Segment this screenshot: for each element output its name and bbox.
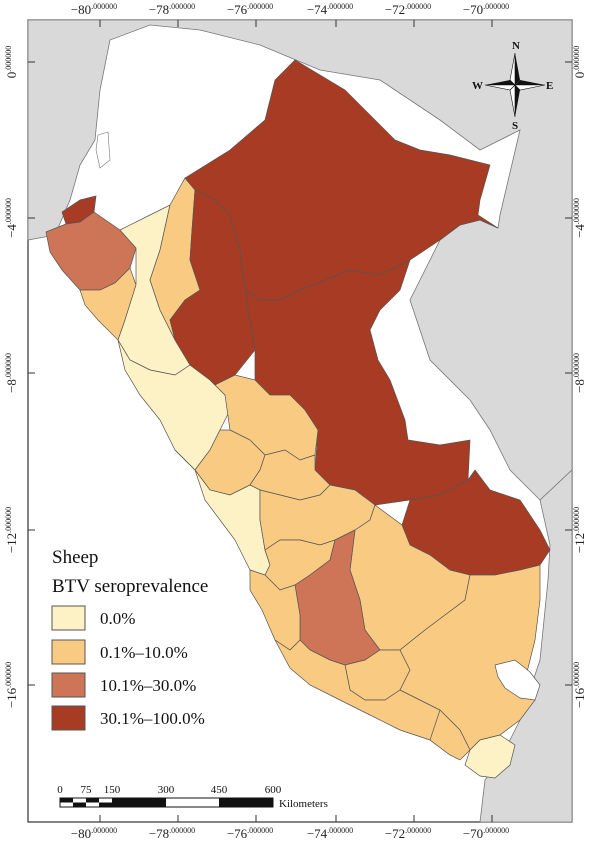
legend: Sheep BTV seroprevalence 0.0% 0.1%–10.0% 1…	[51, 547, 208, 731]
scale-label: 75	[81, 784, 93, 796]
legend-label: 0.0%	[100, 609, 135, 628]
coordinate-label: −70.000000	[463, 2, 509, 17]
coordinate-label: −4.000000	[4, 198, 19, 238]
coordinate-label: −12.000000	[572, 507, 587, 553]
compass-s: S	[512, 120, 518, 132]
region-tacna	[464, 734, 516, 779]
frame-ticks	[28, 20, 572, 822]
legend-title-line1: Sheep	[52, 547, 98, 568]
coordinate-label: −8.000000	[572, 353, 587, 393]
coordinate-label: −78.000000	[149, 826, 195, 841]
bottom-longitude-labels: −80.000000 −78.000000 −76.000000 −74.000000…	[71, 826, 509, 841]
region-ica	[249, 569, 301, 651]
lake-titicaca	[494, 659, 541, 701]
scale-label: 150	[104, 784, 121, 796]
coordinate-label: −70.000000	[463, 826, 509, 841]
left-latitude-labels: 0.000000 −4.000000 −8.000000 −12.000000 −16.…	[4, 46, 19, 708]
coordinate-label: 0.000000	[4, 46, 19, 79]
coordinate-label: −12.000000	[4, 507, 19, 553]
coordinate-label: −76.000000	[227, 826, 273, 841]
region-la-libertad	[117, 339, 231, 471]
coordinate-label: −16.000000	[4, 662, 19, 708]
coordinate-label: −16.000000	[572, 662, 587, 708]
legend-swatch	[51, 639, 86, 665]
region-moquegua	[429, 709, 471, 761]
compass-n: N	[512, 40, 520, 52]
coordinate-label: −4.000000	[572, 198, 587, 238]
scale-label: 0	[57, 784, 63, 796]
coordinate-label: −74.000000	[307, 2, 353, 17]
legend-label: 0.1%–10.0%	[100, 643, 188, 662]
coordinate-label: −80.000000	[71, 2, 117, 17]
coordinate-label: −74.000000	[307, 826, 353, 841]
scale-unit: Kilometers	[279, 798, 328, 810]
scale-label: 300	[158, 784, 175, 796]
top-longitude-labels: −80.000000 −78.000000 −76.000000 −74.000000…	[71, 2, 509, 17]
coordinate-label: −72.000000	[385, 826, 431, 841]
compass-e: E	[546, 80, 553, 92]
legend-swatch	[51, 605, 86, 631]
map-panel: N S E W Sheep BTV seroprevalence 0.0% 0.1…	[4, 2, 587, 841]
coordinate-label: −72.000000	[385, 2, 431, 17]
legend-label: 30.1%–100.0%	[100, 709, 205, 728]
scale-label: 600	[265, 784, 282, 796]
right-latitude-labels: 0.000000 −4.000000 −8.000000 −12.000000 −16.…	[572, 46, 587, 708]
legend-swatch	[51, 672, 86, 698]
coordinate-label: −8.000000	[4, 353, 19, 393]
coordinate-label: −80.000000	[71, 826, 117, 841]
legend-title-line2: BTV seroprevalence	[52, 576, 208, 597]
legend-swatch	[51, 705, 86, 731]
coordinate-label: 0.000000	[572, 46, 587, 79]
scale-bar: 0 75 150 300 450 600 Kilometers	[57, 784, 328, 810]
north-arrow-icon: N S E W	[472, 40, 553, 132]
scale-label: 450	[211, 784, 228, 796]
legend-label: 10.1%–30.0%	[100, 676, 196, 695]
coordinate-label: −78.000000	[149, 2, 195, 17]
coordinate-label: −76.000000	[227, 2, 273, 17]
peru-regions	[45, 59, 551, 779]
compass-w: W	[472, 80, 483, 92]
coastal-island	[95, 131, 111, 169]
